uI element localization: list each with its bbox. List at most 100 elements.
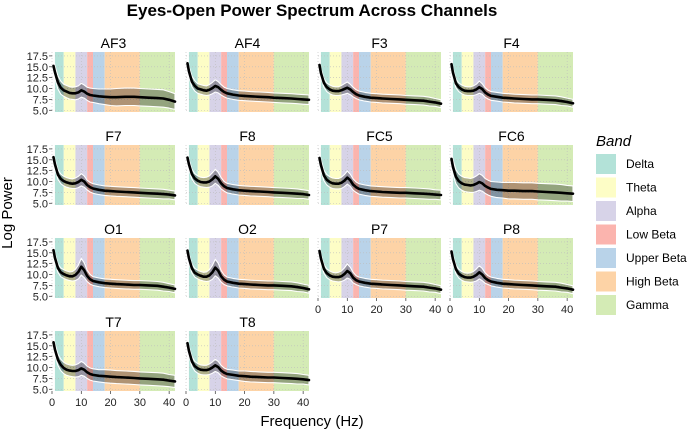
ribbon-fc6	[450, 150, 574, 203]
panel-label-f7: F7	[105, 128, 122, 144]
ribbon-t8	[186, 336, 310, 386]
x-tick-label: 0	[447, 304, 453, 316]
band-theta	[461, 238, 474, 298]
y-tick-label: 7.5	[33, 373, 48, 385]
legend-label: Gamma	[626, 298, 669, 312]
mean-line-af3	[52, 64, 177, 103]
y-tick-label: 12.5	[27, 259, 48, 271]
panel-label-af3: AF3	[101, 35, 127, 51]
y-tick-label: 12.5	[27, 73, 48, 85]
mean-line-fc5	[318, 156, 443, 197]
y-tick-label: 5.0	[33, 384, 48, 396]
y-tick-label: 5.0	[33, 105, 48, 117]
ribbon-o1	[52, 244, 176, 294]
ribbon-af4	[186, 56, 310, 106]
panel-o2: O2	[185, 221, 311, 298]
band-delta	[452, 145, 462, 205]
legend-item-high-beta: High Beta	[596, 271, 679, 292]
band-low-beta	[221, 145, 227, 205]
band-low-beta	[485, 238, 491, 298]
band-low-beta	[353, 238, 359, 298]
mean-line-t7	[52, 340, 177, 383]
legend-swatch	[596, 201, 616, 221]
legend-label: Alpha	[626, 204, 657, 218]
band-low-beta	[485, 52, 491, 112]
band-upper-beta	[227, 145, 239, 205]
band-upper-beta	[491, 52, 503, 112]
mean-line-af4	[186, 61, 311, 102]
panel-f8: F8	[185, 128, 311, 205]
mean-line-p8	[450, 250, 575, 292]
band-low-beta	[353, 52, 359, 112]
legend-label: Delta	[626, 157, 654, 171]
band-upper-beta	[93, 238, 105, 298]
band-delta	[188, 238, 198, 298]
legend-swatch	[596, 154, 616, 174]
panel-o1: O1 5.07.510.012.515.017.5	[27, 221, 177, 303]
legend-item-alpha: Alpha	[596, 201, 657, 221]
y-tick-label: 7.5	[33, 280, 48, 292]
band-upper-beta	[93, 52, 105, 112]
band-low-beta	[221, 52, 227, 112]
band-theta	[197, 238, 210, 298]
band-low-beta	[485, 145, 491, 205]
band-upper-beta	[227, 52, 239, 112]
band-theta	[329, 145, 342, 205]
x-tick-label: 40	[163, 397, 175, 409]
band-upper-beta	[227, 331, 239, 391]
panel-t7: T7 5.07.510.012.515.017.5 0 10 20 30 40	[27, 314, 177, 409]
y-tick-label: 7.5	[33, 94, 48, 106]
band-theta	[329, 52, 342, 112]
panel-t8: T8 0 10 20 30 40	[183, 314, 311, 409]
band-delta	[320, 238, 330, 298]
band-upper-beta	[93, 331, 105, 391]
x-tick-label: 30	[532, 304, 544, 316]
mean-line-o2	[186, 249, 311, 291]
legend-swatch	[596, 177, 616, 198]
mean-line-p7	[318, 249, 443, 292]
panel-label-p8: P8	[503, 221, 520, 237]
band-theta	[329, 238, 342, 298]
panel-af4: AF4	[185, 35, 311, 112]
panel-label-af4: AF4	[235, 35, 261, 51]
panel-f3: F3	[317, 35, 443, 112]
legend-item-theta: Theta	[596, 177, 657, 198]
x-tick-label: 10	[341, 304, 353, 316]
legend-title: Band	[596, 133, 632, 150]
panel-label-fc5: FC5	[366, 128, 393, 144]
y-tick-label: 7.5	[33, 187, 48, 199]
ribbon-p7	[318, 245, 442, 295]
panel-label-t7: T7	[105, 314, 122, 330]
x-tick-label: 10	[473, 304, 485, 316]
band-upper-beta	[491, 145, 503, 205]
band-high-beta	[238, 52, 274, 112]
legend-swatch	[596, 224, 616, 245]
band-theta	[63, 331, 76, 391]
legend-item-gamma: Gamma	[596, 295, 669, 315]
y-axis-title: Log Power	[0, 177, 16, 249]
x-tick-label: 20	[502, 304, 514, 316]
x-tick-label: 40	[297, 397, 309, 409]
x-tick-label: 10	[209, 397, 221, 409]
band-upper-beta	[491, 238, 503, 298]
mean-line-f4	[450, 62, 575, 105]
legend-swatch	[596, 248, 616, 268]
mean-line-o1	[52, 248, 177, 291]
panel-f7: F7 5.07.510.012.515.017.5	[27, 128, 177, 210]
x-tick-label: 0	[49, 397, 55, 409]
panel-fc6: FC6	[449, 128, 575, 205]
legend-item-delta: Delta	[596, 154, 654, 174]
x-tick-label: 40	[429, 304, 441, 316]
y-tick-label: 17.5	[27, 51, 48, 63]
band-theta	[63, 52, 76, 112]
band-low-beta	[221, 238, 227, 298]
panel-label-f8: F8	[239, 128, 256, 144]
y-tick-label: 10.0	[27, 363, 48, 375]
ribbon-p8	[450, 245, 574, 295]
band-low-beta	[353, 145, 359, 205]
legend-label: Low Beta	[626, 228, 676, 242]
panel-label-o1: O1	[104, 221, 123, 237]
legend: Band Delta Theta Alpha Low Beta Upper Beta Hi…	[596, 133, 687, 315]
legend-swatch	[596, 271, 616, 292]
panel-p7: P7 0 10 20 30 40	[315, 221, 443, 316]
